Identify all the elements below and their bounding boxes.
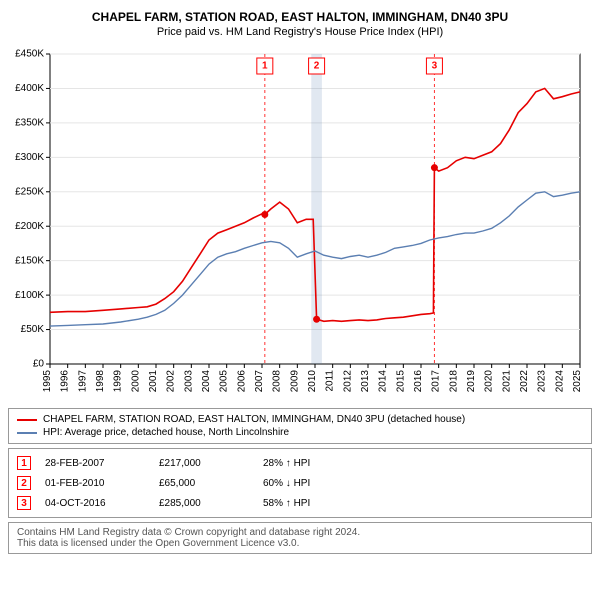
svg-text:2024: 2024 — [554, 370, 565, 393]
svg-text:2020: 2020 — [484, 370, 495, 393]
attribution-line-2: This data is licensed under the Open Gov… — [17, 538, 583, 549]
svg-text:2023: 2023 — [537, 370, 548, 393]
svg-text:£350K: £350K — [15, 118, 44, 129]
event-price: £285,000 — [159, 498, 249, 509]
svg-text:2006: 2006 — [236, 370, 247, 393]
svg-text:2002: 2002 — [166, 370, 177, 393]
events-table: 1 28-FEB-2007 £217,000 28% ↑ HPI 2 01-FEB-201… — [8, 448, 592, 518]
svg-text:1995: 1995 — [42, 370, 53, 393]
svg-text:2005: 2005 — [219, 370, 230, 393]
svg-text:2012: 2012 — [342, 370, 353, 393]
svg-text:£250K: £250K — [15, 186, 44, 197]
page-title: CHAPEL FARM, STATION ROAD, EAST HALTON, … — [8, 10, 592, 24]
event-row: 1 28-FEB-2007 £217,000 28% ↑ HPI — [17, 453, 583, 473]
svg-text:2013: 2013 — [360, 370, 371, 393]
event-marker: 3 — [17, 496, 31, 510]
legend-swatch — [17, 432, 37, 434]
legend: CHAPEL FARM, STATION ROAD, EAST HALTON, … — [8, 408, 592, 444]
event-delta: 28% ↑ HPI — [263, 458, 310, 469]
event-marker: 2 — [17, 476, 31, 490]
attribution-line-1: Contains HM Land Registry data © Crown c… — [17, 527, 583, 538]
svg-text:£150K: £150K — [15, 255, 44, 266]
event-price: £217,000 — [159, 458, 249, 469]
svg-text:1997: 1997 — [77, 370, 88, 393]
svg-text:3: 3 — [432, 61, 438, 72]
svg-text:2000: 2000 — [130, 370, 141, 393]
svg-text:2004: 2004 — [201, 370, 212, 393]
svg-text:1998: 1998 — [95, 370, 106, 393]
svg-text:2009: 2009 — [289, 370, 300, 393]
legend-swatch — [17, 419, 37, 421]
svg-text:2011: 2011 — [325, 370, 336, 392]
event-delta: 60% ↓ HPI — [263, 478, 310, 489]
legend-label: CHAPEL FARM, STATION ROAD, EAST HALTON, … — [43, 414, 465, 425]
legend-item: CHAPEL FARM, STATION ROAD, EAST HALTON, … — [17, 413, 583, 426]
price-chart: £0 £50K £100K £150K £200K £250K £300K £350K £400… — [8, 44, 592, 404]
svg-text:2025: 2025 — [572, 370, 583, 393]
svg-text:2015: 2015 — [395, 370, 406, 393]
legend-item: HPI: Average price, detached house, Nort… — [17, 426, 583, 439]
svg-text:2022: 2022 — [519, 370, 530, 393]
svg-text:2019: 2019 — [466, 370, 477, 393]
svg-text:1: 1 — [262, 61, 268, 72]
svg-text:2003: 2003 — [183, 370, 194, 393]
svg-text:2018: 2018 — [448, 370, 459, 393]
svg-text:1999: 1999 — [113, 370, 124, 393]
event-price: £65,000 — [159, 478, 249, 489]
svg-text:2016: 2016 — [413, 370, 424, 393]
svg-text:2008: 2008 — [272, 370, 283, 393]
svg-text:£400K: £400K — [15, 83, 44, 94]
legend-label: HPI: Average price, detached house, Nort… — [43, 427, 289, 438]
svg-text:2021: 2021 — [501, 370, 512, 393]
svg-text:£200K: £200K — [15, 221, 44, 232]
event-row: 3 04-OCT-2016 £285,000 58% ↑ HPI — [17, 493, 583, 513]
event-date: 28-FEB-2007 — [45, 458, 145, 469]
event-date: 01-FEB-2010 — [45, 478, 145, 489]
svg-text:£450K: £450K — [15, 49, 44, 60]
svg-text:2010: 2010 — [307, 370, 318, 393]
svg-text:2014: 2014 — [378, 370, 389, 393]
svg-text:£300K: £300K — [15, 152, 44, 163]
event-delta: 58% ↑ HPI — [263, 498, 310, 509]
event-row: 2 01-FEB-2010 £65,000 60% ↓ HPI — [17, 473, 583, 493]
svg-text:1996: 1996 — [60, 370, 71, 393]
page-subtitle: Price paid vs. HM Land Registry's House … — [8, 26, 592, 38]
event-marker: 1 — [17, 456, 31, 470]
svg-text:2001: 2001 — [148, 370, 159, 393]
event-date: 04-OCT-2016 — [45, 498, 145, 509]
svg-text:2: 2 — [314, 61, 320, 72]
svg-text:£100K: £100K — [15, 290, 44, 301]
svg-text:£0: £0 — [33, 359, 45, 370]
svg-text:2017: 2017 — [431, 370, 442, 393]
attribution: Contains HM Land Registry data © Crown c… — [8, 522, 592, 554]
svg-text:2007: 2007 — [254, 370, 265, 393]
svg-text:£50K: £50K — [21, 324, 45, 335]
